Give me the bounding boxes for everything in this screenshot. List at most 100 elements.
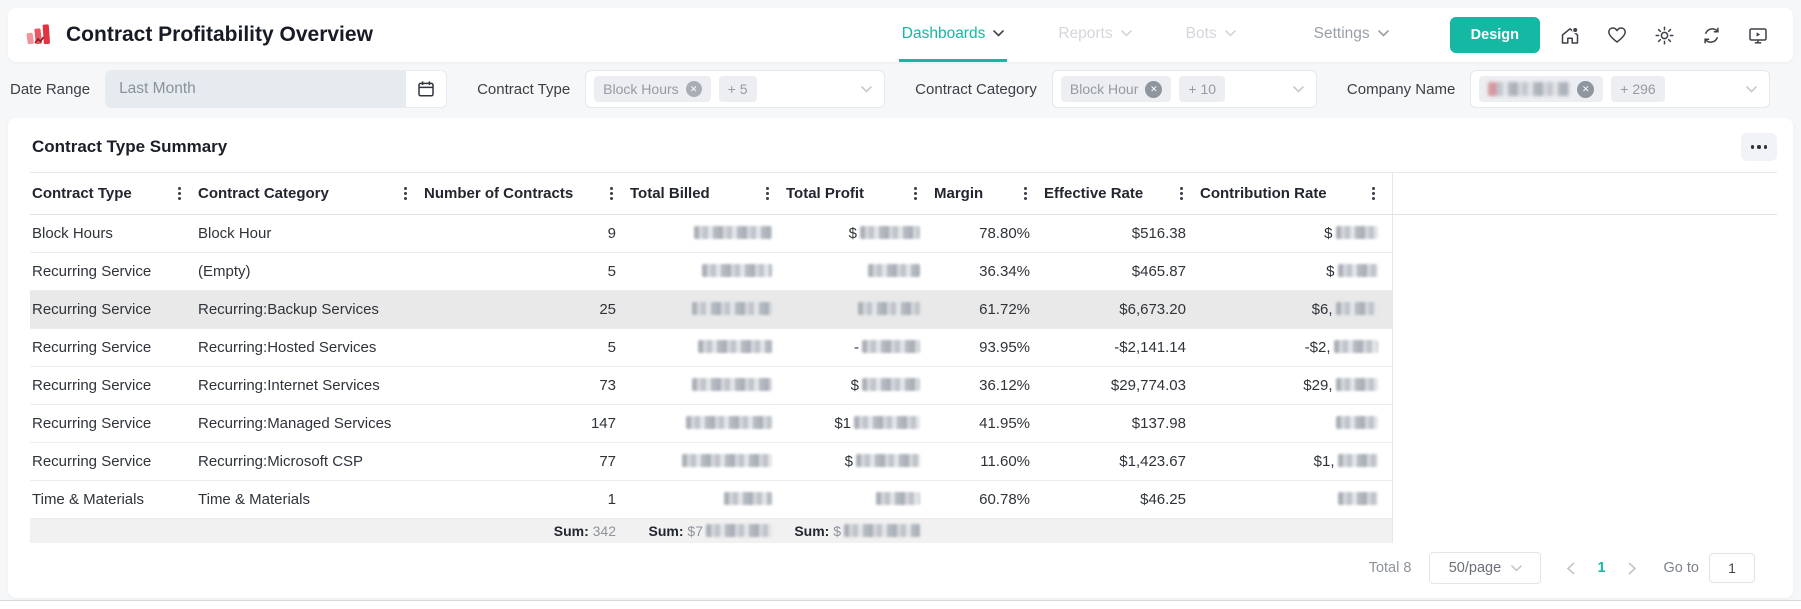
refresh-icon[interactable] <box>1694 18 1728 52</box>
row-filler-cell <box>1392 367 1777 405</box>
table-wrapper: Contract Type Contract Category Number of … <box>8 172 1793 543</box>
column-header-total-billed[interactable]: Total Billed <box>630 172 786 215</box>
filter-chip[interactable]: ✕ <box>1479 76 1604 102</box>
row-filler-cell <box>1392 405 1777 443</box>
column-menu-icon[interactable] <box>1021 184 1030 203</box>
row-filler-cell <box>1392 291 1777 329</box>
date-range-value[interactable]: Last Month <box>106 71 407 107</box>
cell-contract-category: Recurring:Backup Services <box>198 290 424 329</box>
table-row[interactable]: Recurring Service Recurring:Microsoft CSP… <box>30 442 1777 481</box>
column-header-effective-rate[interactable]: Effective Rate <box>1044 172 1200 215</box>
chevron-down-icon <box>1224 30 1236 37</box>
nav-label-bots: Bots <box>1185 24 1217 42</box>
cell-contract-type: Recurring Service <box>30 366 198 405</box>
company-name-select[interactable]: ✕ + 296 <box>1470 70 1771 108</box>
column-header-inner: Contract Category <box>198 184 410 203</box>
row-filler-cell <box>1392 481 1777 519</box>
contract-category-select[interactable]: Block Hour ✕ + 10 <box>1051 70 1317 108</box>
filter-more-chip[interactable]: + 10 <box>1179 76 1226 102</box>
home-icon[interactable] <box>1553 18 1587 52</box>
pagination-total: Total 8 <box>1368 560 1412 576</box>
card-header: Contract Type Summary <box>8 118 1793 172</box>
nav-tab-bots[interactable]: Bots <box>1183 8 1239 62</box>
redacted-value <box>702 264 772 277</box>
column-header-margin[interactable]: Margin <box>934 172 1044 215</box>
cell-contribution-rate: $29, <box>1200 366 1393 405</box>
cell-contract-type: Recurring Service <box>30 290 198 329</box>
prev-page-icon[interactable] <box>1555 553 1585 583</box>
column-header-contract-type[interactable]: Contract Type <box>30 172 198 215</box>
column-menu-icon[interactable] <box>911 184 920 203</box>
cell-total-billed <box>630 252 786 291</box>
nav-tab-reports[interactable]: Reports <box>1055 8 1134 62</box>
page-size-select[interactable]: 50/page <box>1429 552 1542 584</box>
column-header-contribution-rate[interactable]: Contribution Rate <box>1200 172 1393 215</box>
calendar-icon[interactable] <box>406 71 447 107</box>
cell-effective-rate: -$2,141.14 <box>1044 328 1200 367</box>
chip-remove-icon[interactable]: ✕ <box>1577 80 1595 98</box>
present-icon[interactable] <box>1741 18 1775 52</box>
chip-label: Block Hour <box>1069 81 1139 97</box>
next-page-icon[interactable] <box>1618 553 1648 583</box>
cell-number-of-contracts: 1 <box>424 480 630 519</box>
column-header-contract-category[interactable]: Contract Category <box>198 172 424 215</box>
sum-label: Sum: <box>553 522 589 539</box>
cell-number-of-contracts: 147 <box>424 404 630 443</box>
cell-total-profit: $1 <box>786 404 934 443</box>
filter-chip[interactable]: Block Hours ✕ <box>594 76 711 102</box>
goto-page-input[interactable] <box>1709 553 1755 583</box>
column-menu-icon[interactable] <box>607 184 616 203</box>
cell-contract-category: Recurring:Microsoft CSP <box>198 442 424 481</box>
table-row[interactable]: Block Hours Block Hour 9 $78.80% $516.38 $ <box>30 214 1777 253</box>
table-row[interactable]: Recurring Service (Empty) 5 36.34% $465.87 $ <box>30 252 1777 291</box>
sum-label: Sum: <box>648 522 684 539</box>
column-header-inner: Contract Type <box>32 184 184 203</box>
cell-contract-type: Recurring Service <box>30 252 198 291</box>
filter-more-chip[interactable]: + 296 <box>1611 76 1665 102</box>
cell-total-billed <box>630 328 786 367</box>
chip-remove-icon[interactable]: ✕ <box>685 81 702 97</box>
current-page[interactable]: 1 <box>1597 560 1606 576</box>
chip-remove-icon[interactable]: ✕ <box>1145 80 1163 98</box>
design-button[interactable]: Design <box>1449 17 1540 53</box>
column-header-number-of-contracts[interactable]: Number of Contracts <box>424 172 630 215</box>
redacted-value <box>694 226 772 239</box>
table-row[interactable]: Recurring Service Recurring:Managed Servi… <box>30 404 1777 443</box>
contract-type-select[interactable]: Block Hours ✕ + 5 <box>585 70 886 108</box>
column-header-total-profit[interactable]: Total Profit <box>786 172 934 215</box>
ellipsis-menu-icon[interactable] <box>1741 133 1777 161</box>
column-menu-icon[interactable] <box>763 184 772 203</box>
filter-more-chip[interactable]: + 5 <box>718 76 757 102</box>
table-row[interactable]: Recurring Service Recurring:Hosted Servic… <box>30 328 1777 367</box>
redacted-value <box>686 416 772 429</box>
column-menu-icon[interactable] <box>175 184 184 203</box>
column-menu-icon[interactable] <box>401 184 410 203</box>
cell-total-profit <box>786 480 934 519</box>
company-name-label: Company Name <box>1346 80 1456 98</box>
page-bottom-divider <box>0 600 1801 601</box>
column-menu-icon[interactable] <box>1369 184 1378 203</box>
cell-number-of-contracts: 25 <box>424 290 630 329</box>
gear-icon[interactable] <box>1647 18 1681 52</box>
column-header-inner: Number of Contracts <box>424 184 616 203</box>
redacted-value <box>876 492 920 505</box>
heart-icon[interactable] <box>1600 18 1634 52</box>
cell-effective-rate: $465.87 <box>1044 252 1200 291</box>
cell-margin: 60.78% <box>934 480 1044 519</box>
redacted-value <box>682 454 772 467</box>
header-filler-cell <box>1392 172 1777 215</box>
date-range-input[interactable]: Last Month <box>105 70 448 108</box>
nav-tab-dashboards[interactable]: Dashboards <box>898 8 1008 62</box>
filter-chip[interactable]: Block Hour ✕ <box>1060 76 1172 102</box>
table-row[interactable]: Time & Materials Time & Materials 1 60.78% $… <box>30 480 1777 519</box>
pagination-bar: Total 8 50/page 1 Go to <box>8 546 1793 598</box>
page-bottom-strip <box>0 601 1801 609</box>
cell-total-billed <box>630 480 786 519</box>
column-menu-icon[interactable] <box>1177 184 1186 203</box>
cell-margin: 36.12% <box>934 366 1044 405</box>
nav-menu-settings[interactable]: Settings <box>1311 8 1392 62</box>
cell-number-of-contracts: 77 <box>424 442 630 481</box>
cell-number-of-contracts: 9 <box>424 214 630 253</box>
table-row[interactable]: Recurring Service Recurring:Backup Servic… <box>30 290 1777 329</box>
table-row[interactable]: Recurring Service Recurring:Internet Serv… <box>30 366 1777 405</box>
